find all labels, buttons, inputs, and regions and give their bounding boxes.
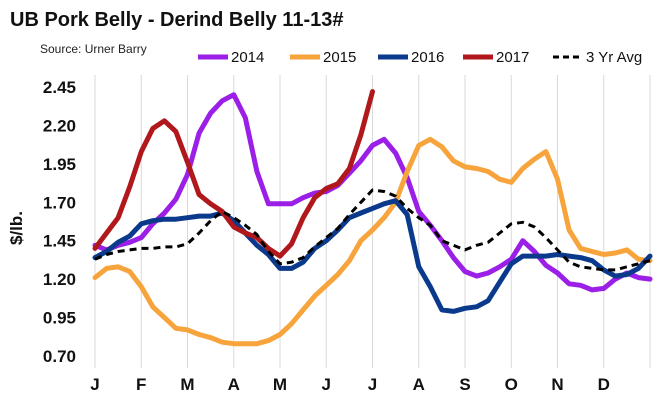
y-axis-ticks: 0.70 0.95 1.20 1.45 1.70 1.95 2.20 2.45 (43, 78, 76, 366)
y-tick-label: 1.95 (43, 155, 76, 174)
y-tick-label: 1.20 (43, 270, 76, 289)
x-tick-label: J (368, 375, 377, 394)
series-line-2016 (92, 198, 653, 314)
y-axis-label: $/lb. (7, 211, 26, 245)
x-tick-label: M (180, 375, 194, 394)
x-tick-label: D (598, 375, 610, 394)
x-tick-label: M (273, 375, 287, 394)
series-line-2015 (92, 136, 653, 347)
x-tick-label: J (322, 375, 331, 394)
legend-label: 2017 (496, 49, 529, 66)
y-tick-label: 2.45 (43, 78, 76, 97)
y-tick-label: 1.70 (43, 193, 76, 212)
y-tick-label: 1.45 (43, 232, 76, 251)
y-tick-label: 0.95 (43, 309, 76, 328)
series-line-2017 (92, 89, 375, 259)
gridlines (94, 75, 651, 368)
series-lines (92, 89, 653, 347)
x-tick-label: O (505, 375, 518, 394)
legend-label: 2016 (411, 49, 444, 66)
legend-label: 2015 (323, 49, 356, 66)
y-tick-label: 2.20 (43, 116, 76, 135)
legend-label: 2014 (231, 49, 264, 66)
x-tick-label: N (551, 375, 563, 394)
x-tick-label: A (228, 375, 240, 394)
legend: 2014 2015 2016 2017 3 Yr Avg (198, 49, 642, 66)
x-tick-label: S (459, 375, 470, 394)
chart-title: UB Pork Belly - Derind Belly 11-13# (10, 9, 343, 31)
series-line-3-yr-avg (94, 188, 651, 272)
series-line-2014 (92, 92, 653, 293)
chart-subtitle: Source: Urner Barry (40, 42, 147, 56)
x-tick-label: J (90, 375, 99, 394)
x-tick-label: A (413, 375, 425, 394)
y-tick-label: 0.70 (43, 347, 76, 366)
x-tick-label: F (136, 375, 146, 394)
legend-label: 3 Yr Avg (586, 49, 642, 66)
